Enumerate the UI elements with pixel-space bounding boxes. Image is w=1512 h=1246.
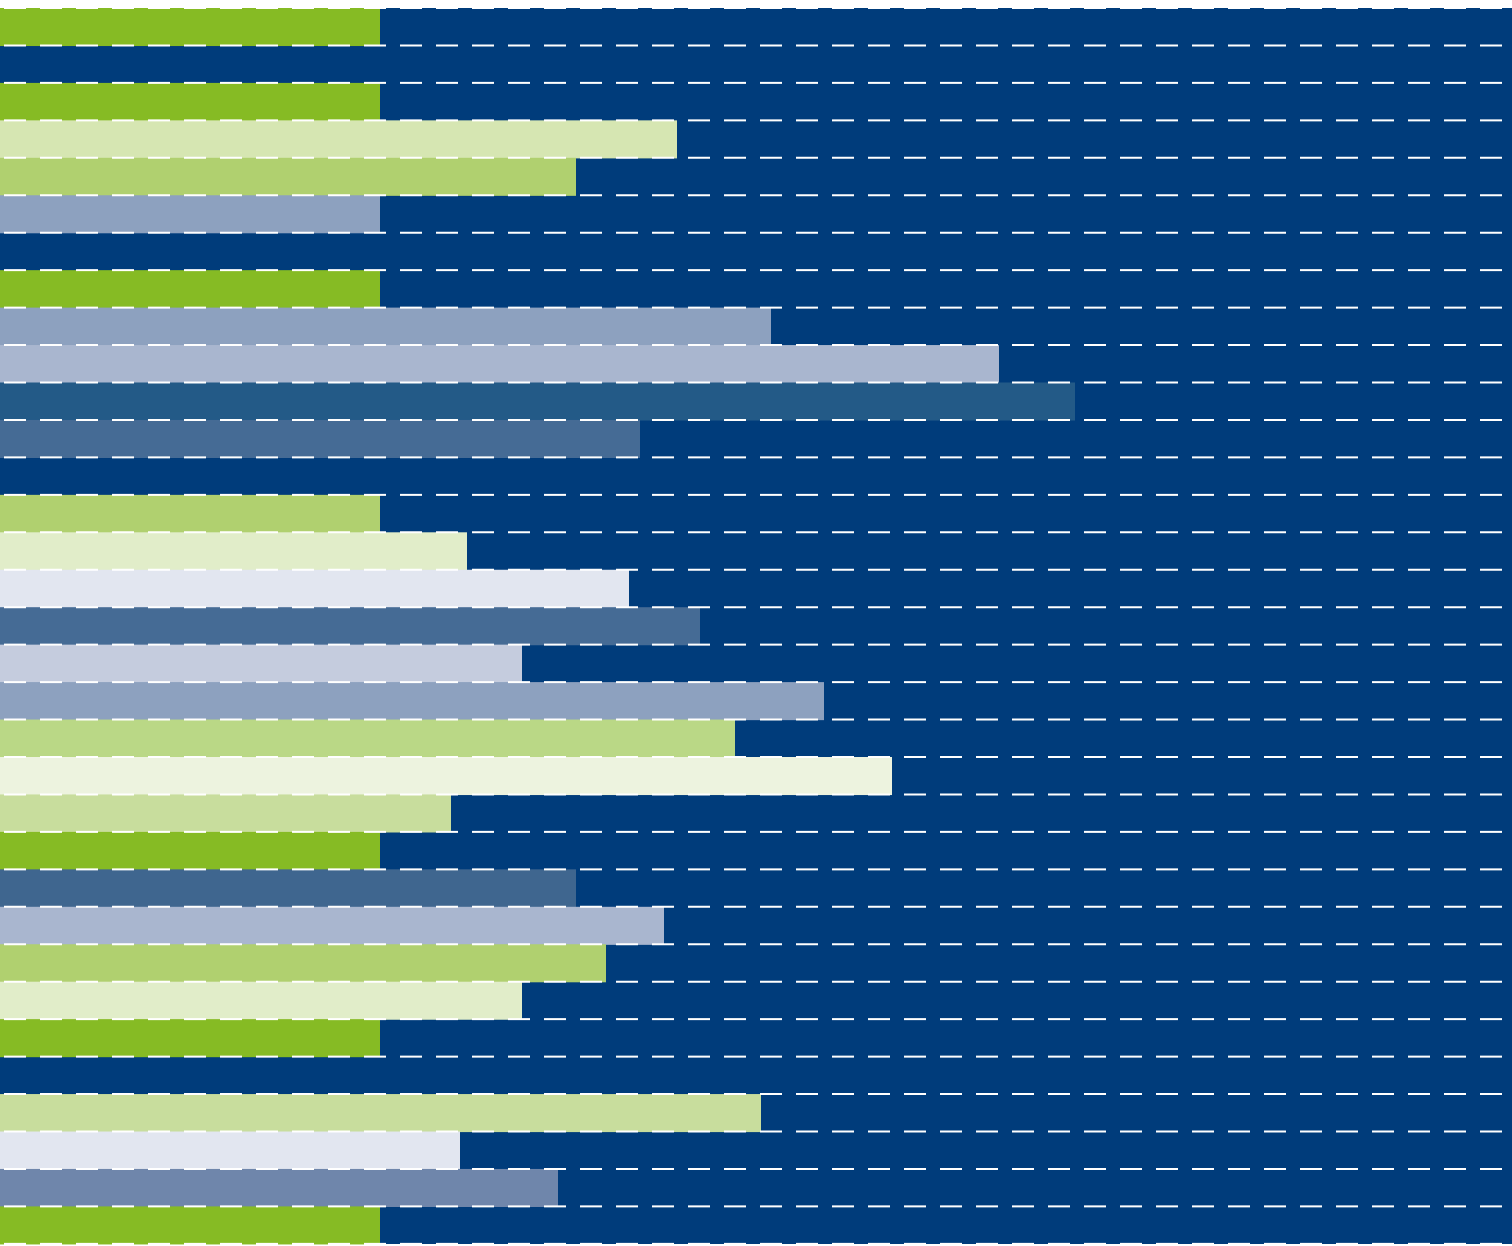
stripe-bar [0, 981, 522, 1020]
stripe-bar [0, 869, 576, 908]
stripe-bar [0, 345, 999, 384]
stripe-bar [0, 1206, 380, 1245]
stripe-bar [0, 382, 1075, 421]
stripe-bar [0, 82, 380, 121]
stripe-bar [0, 419, 640, 458]
stripe-bar [0, 270, 380, 309]
stripe-bar [0, 906, 664, 945]
stripe-bar [0, 831, 380, 870]
stripe-bar [0, 644, 522, 683]
stripe-bar [0, 195, 380, 234]
stripe-bar [0, 157, 576, 196]
stripe-bar [0, 757, 892, 796]
stripe-bar [0, 532, 467, 571]
stripe-bar [0, 1019, 380, 1058]
stripe-bar [0, 607, 700, 646]
stripe-bar [0, 1131, 460, 1170]
stripe-bar [0, 120, 677, 159]
stripe-bar [0, 569, 629, 608]
stripe-bar [0, 794, 451, 833]
stripe-bar [0, 719, 735, 758]
stripe-bar [0, 1168, 558, 1207]
stripe-bar [0, 1094, 761, 1133]
stripe-bar [0, 682, 824, 721]
stripe-bar [0, 944, 606, 983]
stripe-bar [0, 307, 771, 346]
stripe-bar [0, 494, 380, 533]
stripe-bar [0, 8, 380, 47]
